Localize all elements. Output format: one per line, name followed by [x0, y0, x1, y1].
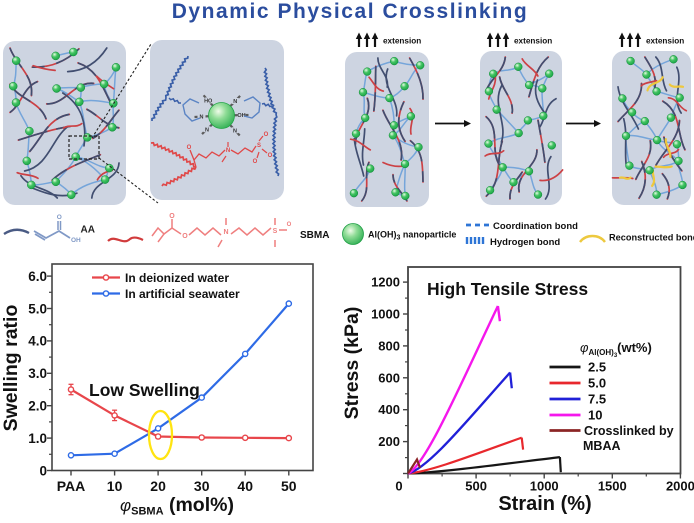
svg-text:Reconstructed bond: Reconstructed bond	[609, 233, 694, 243]
svg-text:200: 200	[378, 434, 400, 449]
svg-text:N: N	[226, 148, 230, 154]
svg-text:φAl(OH)3(wt%): φAl(OH)3(wt%)	[580, 340, 652, 359]
svg-text:1200: 1200	[371, 275, 400, 290]
svg-text:O: O	[264, 132, 269, 138]
svg-text:4.0: 4.0	[28, 334, 47, 349]
svg-text:30: 30	[194, 478, 210, 494]
svg-text:Crosslinked by: Crosslinked by	[584, 424, 674, 438]
svg-text:HO: HO	[204, 99, 213, 105]
svg-text:O: O	[57, 214, 62, 221]
svg-text:N: N	[200, 115, 204, 121]
svg-text:O: O	[287, 222, 292, 228]
svg-text:N: N	[205, 127, 209, 133]
svg-text:0: 0	[395, 479, 402, 494]
svg-text:OH: OH	[71, 237, 81, 244]
svg-text:1.0: 1.0	[28, 431, 47, 446]
svg-text:Dynamic Physical Crosslinking: Dynamic Physical Crosslinking	[172, 0, 529, 23]
svg-text:OH: OH	[237, 113, 245, 119]
svg-text:400: 400	[378, 402, 400, 417]
svg-text:1000: 1000	[371, 307, 400, 322]
svg-text:O: O	[268, 153, 273, 159]
svg-text:20: 20	[150, 478, 166, 494]
svg-text:1000: 1000	[530, 479, 559, 494]
svg-text:O: O	[187, 145, 192, 151]
svg-text:800: 800	[378, 338, 400, 353]
svg-text:10: 10	[588, 408, 602, 423]
svg-text:Stress (kPa): Stress (kPa)	[341, 307, 363, 420]
svg-text:S: S	[273, 228, 278, 235]
svg-text:AA: AA	[81, 225, 95, 236]
svg-text:1500: 1500	[598, 479, 627, 494]
svg-text:SBMA: SBMA	[300, 230, 329, 241]
svg-text:Al(OH)3 nanoparticle: Al(OH)3 nanoparticle	[368, 230, 456, 242]
svg-text:N: N	[233, 99, 237, 105]
svg-text:Coordination bond: Coordination bond	[493, 221, 578, 232]
svg-text:0: 0	[39, 463, 47, 478]
svg-text:10: 10	[107, 478, 123, 494]
svg-text:O: O	[169, 213, 175, 220]
svg-text:Strain (%): Strain (%)	[498, 493, 591, 515]
svg-text:In artificial seawater: In artificial seawater	[125, 287, 240, 301]
svg-text:extension: extension	[383, 37, 421, 46]
svg-text:6.0: 6.0	[28, 269, 47, 284]
svg-text:High Tensile Stress: High Tensile Stress	[427, 279, 588, 299]
svg-text:3.0: 3.0	[28, 366, 47, 381]
svg-text:N: N	[223, 229, 228, 236]
svg-text:2.0: 2.0	[28, 399, 47, 414]
svg-text:Low Swelling: Low Swelling	[89, 380, 200, 400]
svg-text:7.5: 7.5	[588, 392, 606, 407]
svg-text:O: O	[253, 159, 258, 165]
svg-text:φSBMA (mol%): φSBMA (mol%)	[120, 494, 234, 518]
svg-text:O: O	[182, 233, 188, 240]
svg-text:500: 500	[465, 479, 487, 494]
svg-text:Hydrogen bond: Hydrogen bond	[490, 237, 560, 248]
svg-text:In deionized water: In deionized water	[125, 271, 229, 285]
svg-text:40: 40	[237, 478, 253, 494]
svg-text:2000: 2000	[666, 479, 694, 494]
svg-text:5.0: 5.0	[588, 376, 606, 391]
svg-text:extension: extension	[514, 37, 552, 46]
svg-text:extension: extension	[646, 37, 684, 46]
svg-text:S: S	[257, 143, 261, 149]
svg-text:N: N	[233, 128, 237, 134]
svg-text:2.5: 2.5	[588, 360, 606, 375]
svg-text:5.0: 5.0	[28, 301, 47, 316]
svg-text:50: 50	[281, 478, 297, 494]
svg-text:600: 600	[378, 370, 400, 385]
svg-text:PAA: PAA	[57, 478, 86, 494]
svg-text:Swelling ratio: Swelling ratio	[0, 305, 22, 432]
svg-text:MBAA: MBAA	[583, 439, 621, 453]
